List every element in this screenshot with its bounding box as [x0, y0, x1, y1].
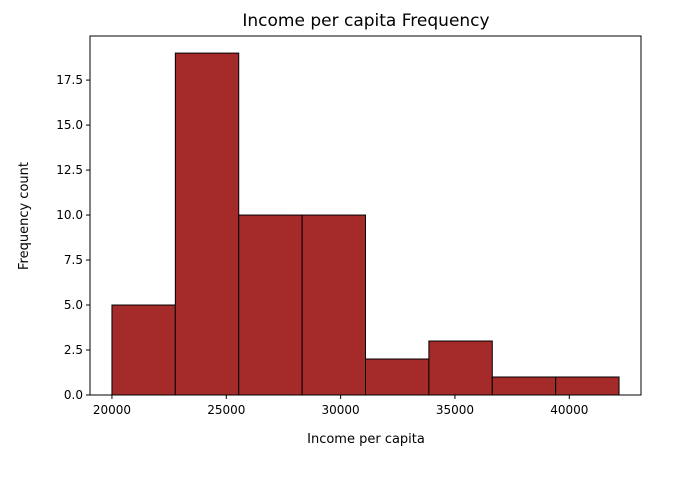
plot-frame	[89, 35, 642, 396]
histogram-bar	[428, 340, 493, 396]
y-tick-label: 0.0	[64, 388, 83, 402]
x-tick-label: 30000	[322, 403, 360, 417]
y-tick-label: 2.5	[64, 343, 83, 357]
x-tick-label: 40000	[550, 403, 588, 417]
y-tick-label: 7.5	[64, 253, 83, 267]
x-axis-label: Income per capita	[307, 432, 425, 447]
y-tick-label: 5.0	[64, 298, 83, 312]
histogram-bar	[111, 304, 176, 396]
bars-group	[111, 52, 620, 396]
histogram-bar	[174, 52, 240, 396]
y-tick-label: 17.5	[56, 73, 83, 87]
histogram-bar	[491, 376, 557, 396]
y-tick-label: 15.0	[56, 118, 83, 132]
histogram-bar	[238, 214, 303, 396]
y-tick-label: 12.5	[56, 163, 83, 177]
y-tick-label: 10.0	[56, 208, 83, 222]
x-tick-label: 35000	[436, 403, 474, 417]
histogram-bar	[301, 214, 366, 396]
chart-title: Income per capita Frequency	[242, 11, 489, 31]
y-axis-ticks: 0.0 2.5 5.0 7.5 10.0 12.5 15.0 17.5	[56, 73, 90, 402]
x-axis-ticks: 20000 25000 30000 35000 40000	[93, 395, 588, 417]
x-tick-label: 25000	[207, 403, 245, 417]
histogram-bar	[555, 376, 620, 396]
histogram-bar	[365, 358, 430, 396]
x-tick-label: 20000	[93, 403, 131, 417]
y-axis-label: Frequency count	[17, 162, 32, 270]
